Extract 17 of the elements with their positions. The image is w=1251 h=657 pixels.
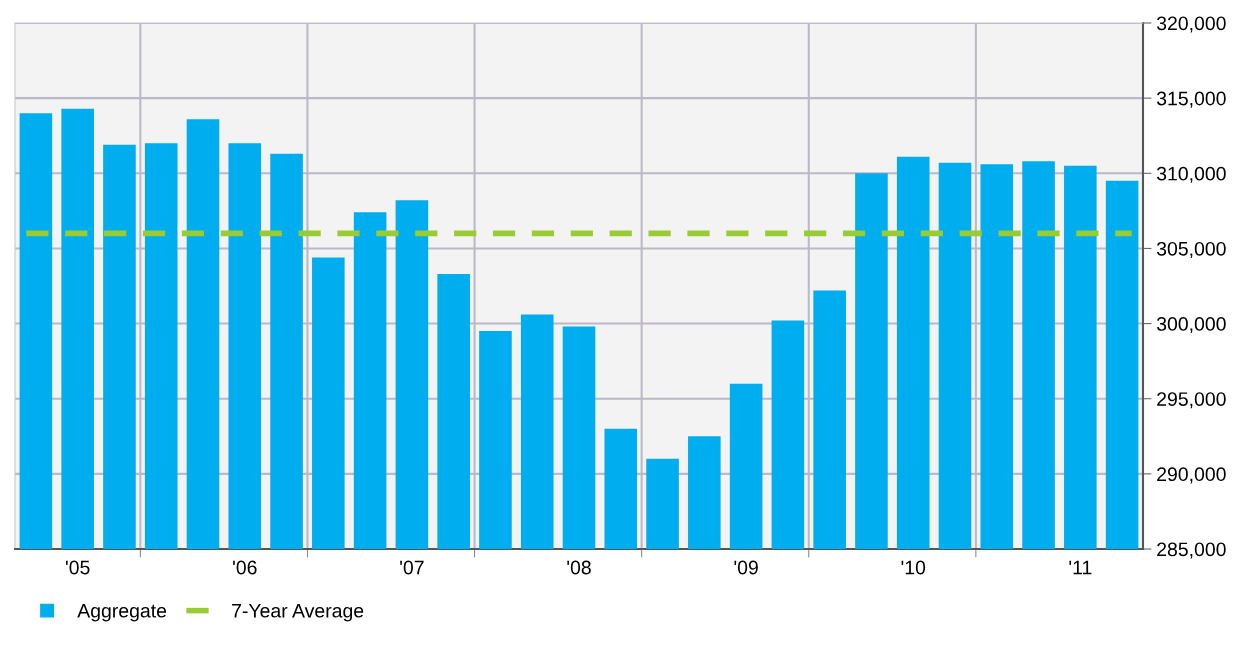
x-tick-label: '07 <box>400 560 424 575</box>
y-tick-label: 285,000 <box>1157 542 1226 559</box>
x-tick-label: '10 <box>901 560 926 575</box>
x-tick-label: '08 <box>567 560 591 575</box>
legend-label: 7-Year Average <box>232 604 364 622</box>
y-tick-label: 300,000 <box>1156 317 1226 334</box>
y-tick-label: 295,000 <box>1157 392 1226 409</box>
x-tick-label: '05 <box>65 560 90 575</box>
y-tick-label: 320,000 <box>1156 16 1226 33</box>
y-tick-label: 290,000 <box>1157 467 1226 484</box>
y-tick-label: 310,000 <box>1156 166 1226 183</box>
x-tick-label: '06 <box>233 560 257 575</box>
x-tick-label: '09 <box>734 560 758 575</box>
legend-label: Aggregate <box>77 604 167 622</box>
x-tick-label: '11 <box>1069 560 1092 575</box>
y-tick-label: 305,000 <box>1156 241 1226 258</box>
y-tick-label: 315,000 <box>1156 91 1226 108</box>
